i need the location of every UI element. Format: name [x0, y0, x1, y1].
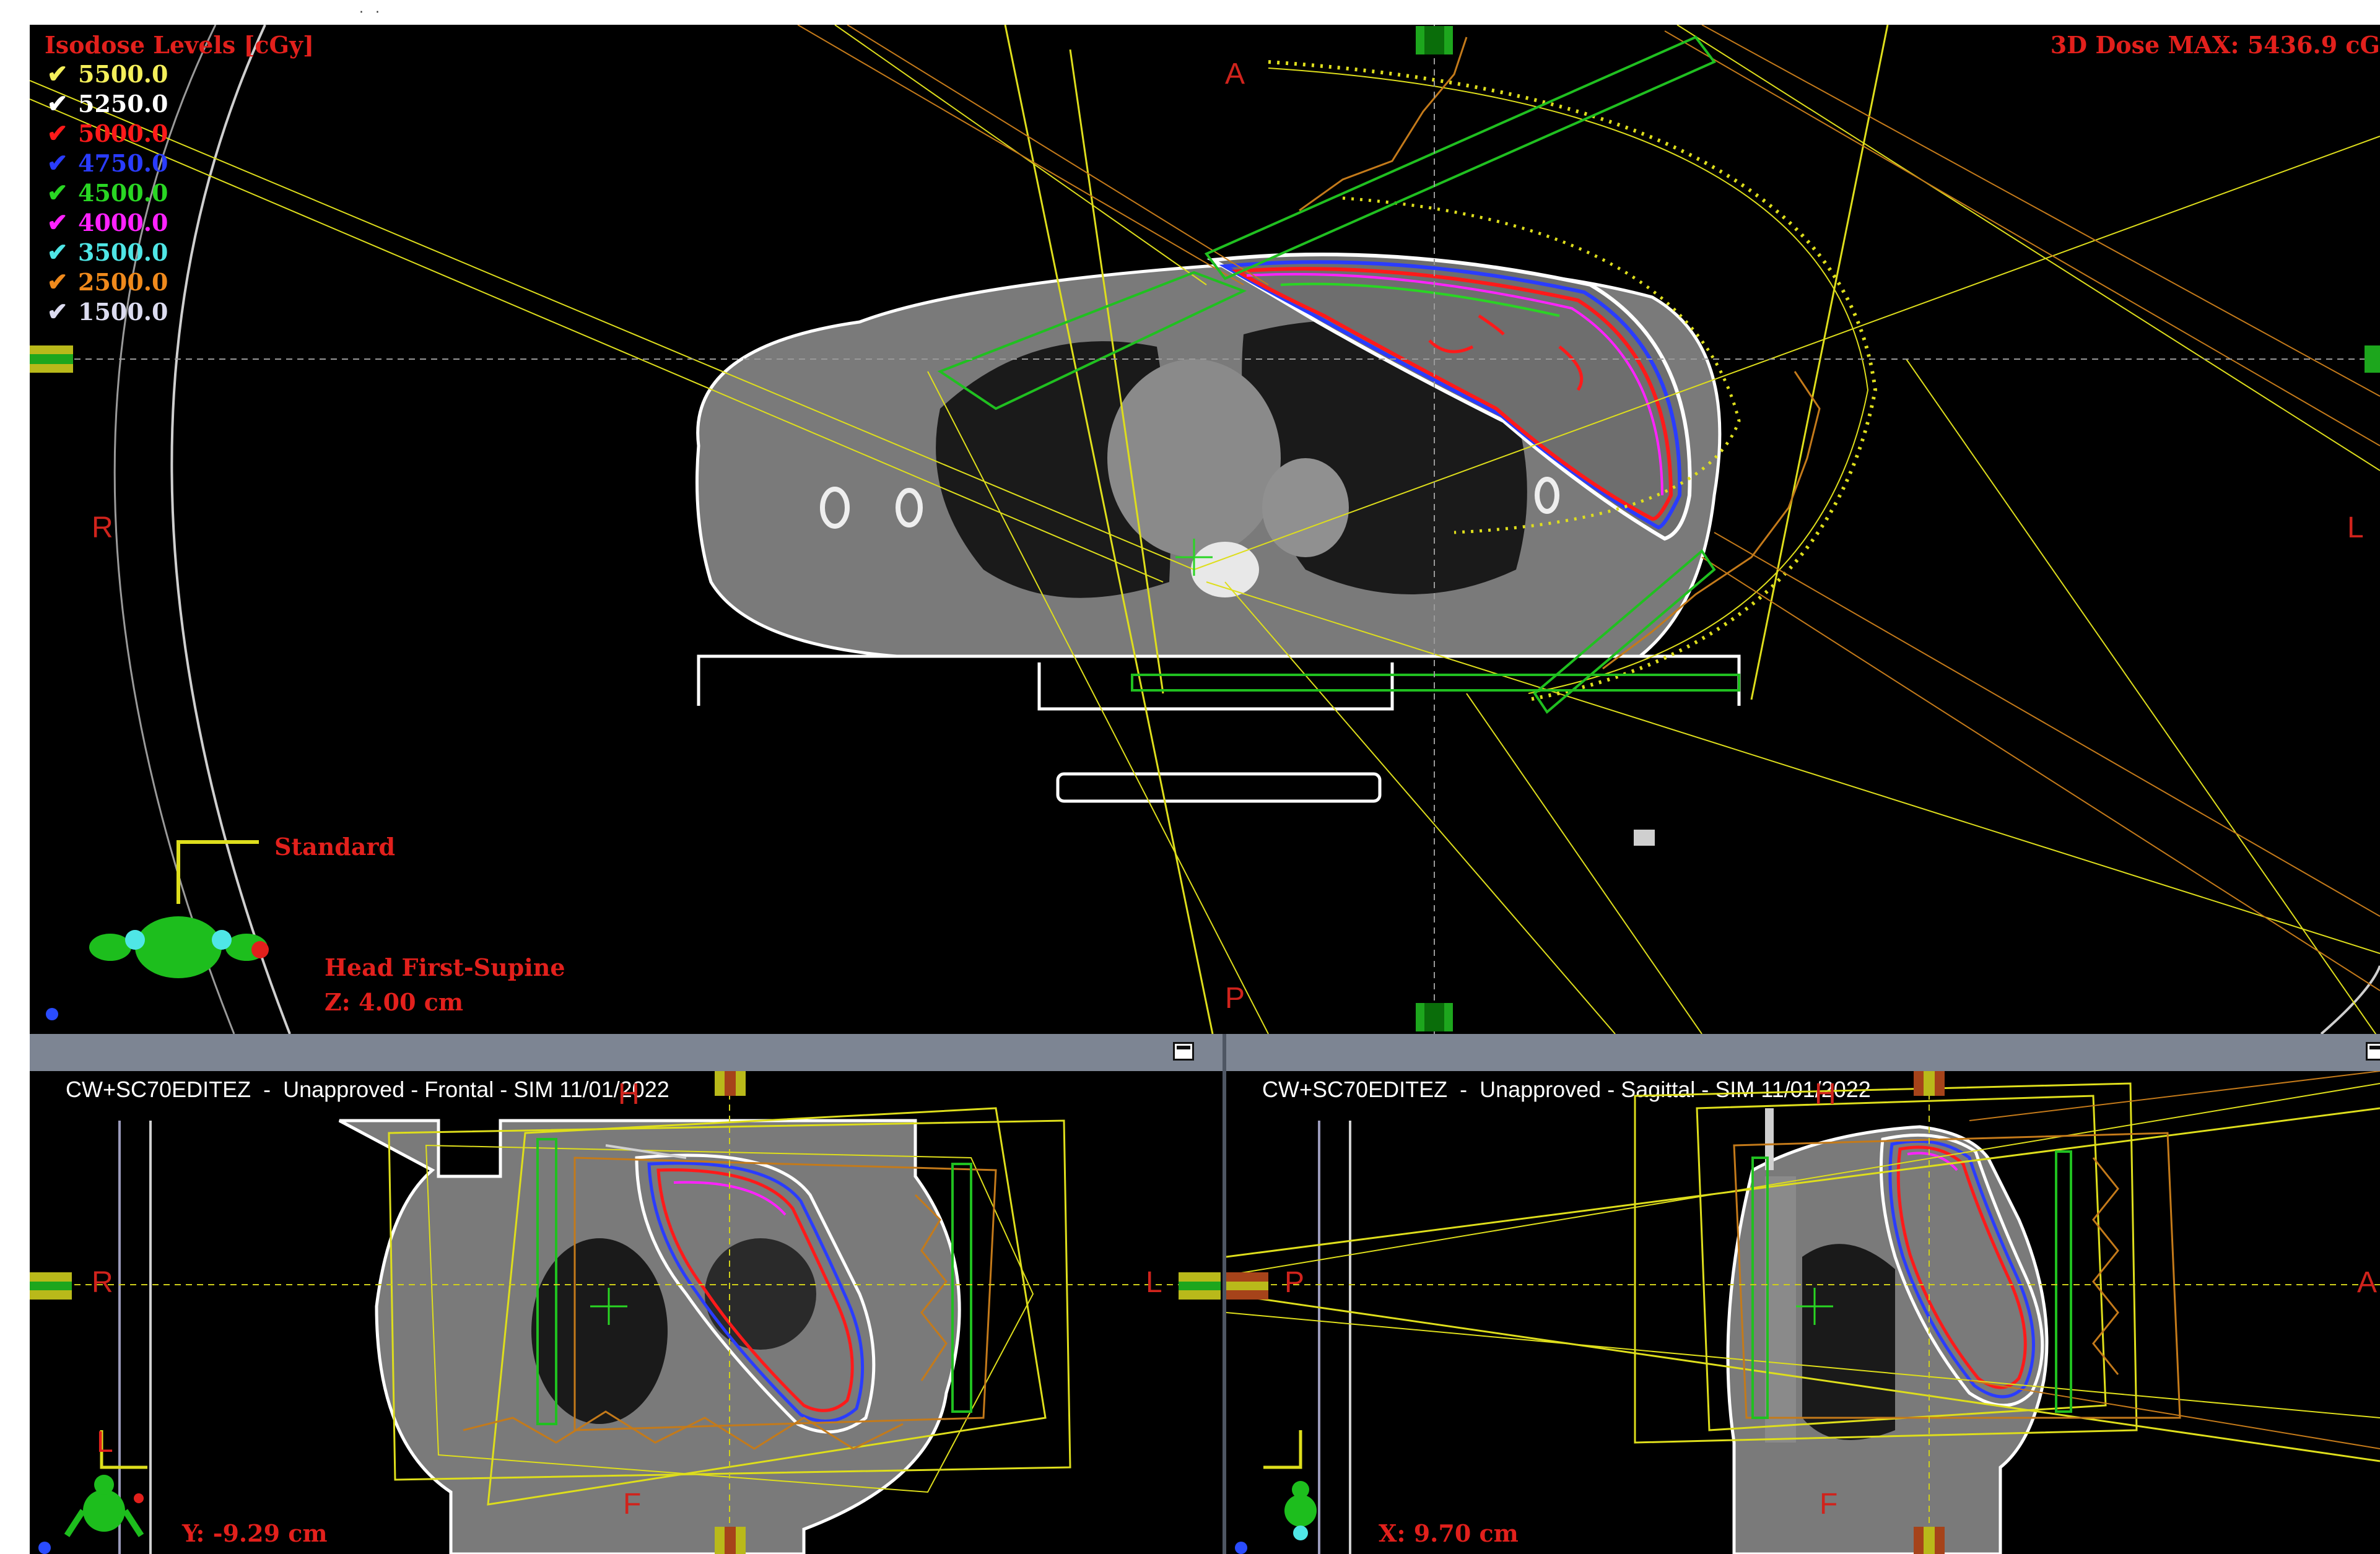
isodose-legend-title: Isodose Levels [cGy] [45, 31, 315, 59]
orient-anterior: A [2357, 1266, 2378, 1299]
isodose-level-row[interactable]: ✔ 5500.0 [47, 59, 168, 89]
orient-posterior: P [1225, 982, 1245, 1015]
isodose-level-row[interactable]: ✔ 3500.0 [47, 238, 168, 267]
beam-label-standard: Standard [274, 833, 396, 861]
maximize-button[interactable] [1173, 1042, 1194, 1061]
check-icon[interactable]: ✔ [47, 297, 68, 326]
toolbar-dots: · · [359, 5, 383, 20]
isodose-level-value: 5500.0 [78, 60, 168, 88]
check-icon[interactable]: ✔ [47, 238, 68, 267]
isodose-level-value: 5250.0 [78, 90, 168, 118]
frontal-titlebar: CW+SC70EDITEZ - Unapproved - Frontal - S… [30, 1034, 1223, 1102]
slice-position-x: X: 9.70 cm [1379, 1519, 1519, 1547]
orient-left: L [2347, 511, 2364, 544]
isodose-level-row[interactable]: ✔ 1500.0 [47, 297, 168, 326]
orient-foot: F [623, 1488, 642, 1521]
left-frame [0, 25, 30, 1554]
isodose-level-value: 5000.0 [78, 119, 168, 147]
axial-image [30, 25, 2380, 1034]
check-icon[interactable]: ✔ [47, 59, 68, 89]
isodose-level-row[interactable]: ✔ 4750.0 [47, 149, 168, 178]
check-icon[interactable]: ✔ [47, 208, 68, 237]
sagittal-title: CW+SC70EDITEZ - Unapproved - Sagittal - … [1262, 1077, 1871, 1102]
isodose-level-row[interactable]: ✔ 4500.0 [47, 178, 168, 207]
patient-position-label: Head First-Supine [325, 953, 565, 981]
isodose-level-value: 4500.0 [78, 179, 168, 207]
isodose-level-row[interactable]: ✔ 2500.0 [47, 267, 168, 297]
isodose-level-value: 2500.0 [78, 268, 168, 296]
check-icon[interactable]: ✔ [47, 178, 68, 207]
check-icon[interactable]: ✔ [47, 89, 68, 118]
check-icon[interactable]: ✔ [47, 119, 68, 148]
top-toolbar-strip: · · [0, 0, 2380, 25]
orient-anterior: A [1225, 58, 1245, 90]
orient-head: H [618, 1078, 640, 1111]
isodose-level-value: 4750.0 [78, 149, 168, 177]
orient-right: R [92, 511, 113, 544]
orient-right: R [92, 1266, 113, 1299]
isodose-level-value: 3500.0 [78, 238, 168, 266]
view-divider[interactable] [1223, 1034, 1226, 1554]
slice-position-z: Z: 4.00 cm [325, 988, 464, 1016]
frontal-image [30, 1071, 1223, 1554]
frontal-title: CW+SC70EDITEZ - Unapproved - Frontal - S… [66, 1077, 669, 1102]
isodose-level-row[interactable]: ✔ 5000.0 [47, 119, 168, 148]
orient-foot: F [1820, 1488, 1838, 1521]
isodose-level-value: 4000.0 [78, 209, 168, 237]
slice-position-y: Y: -9.29 cm [182, 1519, 328, 1547]
isodose-level-row[interactable]: ✔ 5250.0 [47, 89, 168, 118]
orient-head: H [1815, 1078, 1836, 1111]
orient-lower-marker: L [97, 1426, 113, 1459]
isodose-level-value: 1500.0 [78, 298, 168, 326]
isodose-level-row[interactable]: ✔ 4000.0 [47, 208, 168, 237]
sagittal-image [1226, 1071, 2380, 1554]
maximize-button[interactable] [2366, 1042, 2380, 1061]
orient-left: L [1146, 1266, 1162, 1299]
sagittal-view[interactable]: CW+SC70EDITEZ - Unapproved - Sagittal - … [1226, 1034, 2380, 1554]
sagittal-titlebar: CW+SC70EDITEZ - Unapproved - Sagittal - … [1226, 1034, 2380, 1102]
check-icon[interactable]: ✔ [47, 149, 68, 178]
axial-view[interactable]: Isodose Levels [cGy] ✔ 5500.0 ✔ 5250.0 ✔ 5000… [30, 25, 2380, 1034]
frontal-view[interactable]: CW+SC70EDITEZ - Unapproved - Frontal - S… [30, 1034, 1223, 1554]
orient-posterior: P [1284, 1266, 1305, 1299]
check-icon[interactable]: ✔ [47, 267, 68, 297]
dose-max-label: 3D Dose MAX: 5436.9 cG [2050, 31, 2380, 59]
